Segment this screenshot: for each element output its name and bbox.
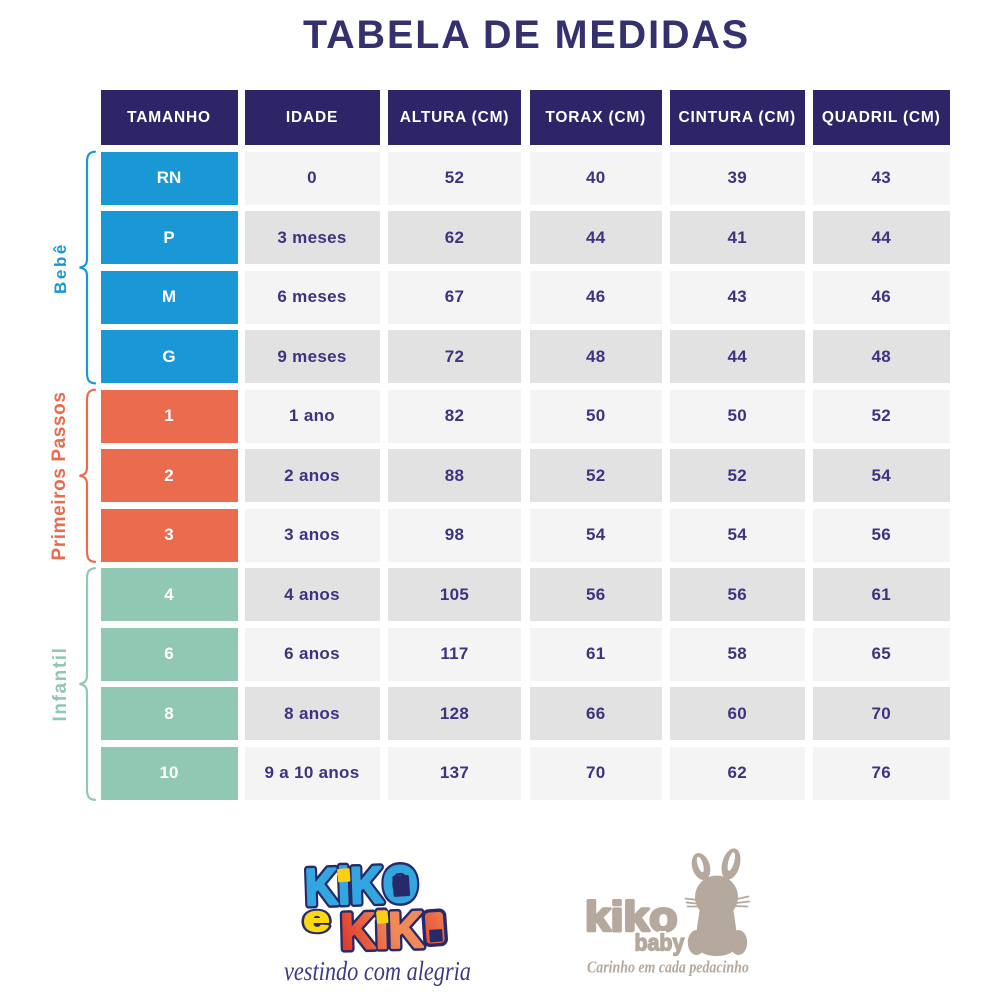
svg-text:KiK: KiK bbox=[340, 902, 424, 961]
svg-text:kiko: kiko bbox=[585, 894, 677, 941]
svg-text:baby: baby bbox=[635, 930, 686, 956]
svg-text:Carinho em cada pedacinho: Carinho em cada pedacinho bbox=[587, 958, 749, 977]
svg-text:e: e bbox=[304, 898, 330, 939]
svg-text:baby: baby bbox=[635, 930, 686, 956]
svg-text:KiK: KiK bbox=[340, 902, 424, 961]
svg-text:vestindo com alegria: vestindo com alegria bbox=[284, 957, 471, 986]
svg-text:e: e bbox=[304, 898, 330, 939]
